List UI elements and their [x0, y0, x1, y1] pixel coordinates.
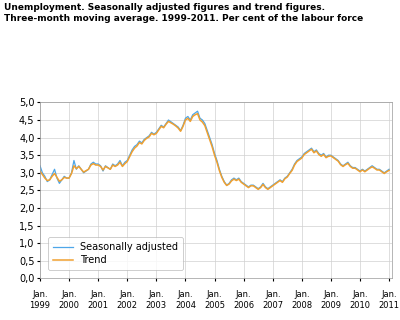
Text: 1999: 1999 [30, 300, 50, 310]
Trend [40, 172, 45, 176]
Seasonally adjusted [387, 167, 392, 171]
Text: Jan.: Jan. [352, 290, 368, 299]
Seasonally adjusted [256, 187, 260, 190]
Text: Jan.: Jan. [294, 290, 310, 299]
Text: Jan.: Jan. [61, 290, 77, 299]
Seasonally adjusted [40, 171, 45, 175]
Text: Unemployment. Seasonally adjusted figures and trend figures.
Three-month moving : Unemployment. Seasonally adjusted figure… [4, 3, 363, 23]
Text: 2000: 2000 [58, 300, 80, 310]
Legend: Seasonally adjusted, Trend: Seasonally adjusted, Trend [48, 237, 183, 270]
Line: Trend: Trend [40, 114, 389, 189]
Trend [38, 169, 42, 173]
Trend [256, 188, 260, 191]
Text: 2001: 2001 [88, 300, 109, 310]
Text: Jan.: Jan. [32, 290, 48, 299]
Seasonally adjusted [367, 165, 372, 169]
Text: 2002: 2002 [117, 300, 138, 310]
Text: Jan.: Jan. [178, 290, 193, 299]
Text: 2006: 2006 [233, 300, 254, 310]
Seasonally adjusted [54, 176, 59, 180]
Text: Jan.: Jan. [90, 290, 106, 299]
Text: 2003: 2003 [146, 300, 167, 310]
Trend [316, 153, 321, 156]
Seasonally adjusted [316, 151, 321, 155]
Text: Jan.: Jan. [148, 290, 164, 299]
Seasonally adjusted [38, 164, 42, 168]
Trend [54, 175, 59, 179]
Seasonally adjusted [195, 109, 200, 113]
Text: Jan.: Jan. [381, 290, 397, 299]
Trend [195, 112, 200, 116]
Text: 2010: 2010 [350, 300, 370, 310]
Trend [241, 182, 246, 186]
Text: 2004: 2004 [175, 300, 196, 310]
Text: Jan.: Jan. [120, 290, 135, 299]
Text: Jan.: Jan. [265, 290, 280, 299]
Trend [307, 149, 312, 153]
Text: Jan.: Jan. [236, 290, 252, 299]
Text: Jan.: Jan. [207, 290, 222, 299]
Trend [387, 168, 392, 172]
Text: 2008: 2008 [291, 300, 312, 310]
Text: 2009: 2009 [320, 300, 342, 310]
Text: Jan.: Jan. [323, 290, 339, 299]
Line: Seasonally adjusted: Seasonally adjusted [40, 111, 389, 188]
Trend [367, 166, 372, 170]
Text: 2011: 2011 [378, 300, 400, 310]
Seasonally adjusted [307, 148, 312, 152]
Text: 2005: 2005 [204, 300, 225, 310]
Seasonally adjusted [241, 181, 246, 185]
Text: 2007: 2007 [262, 300, 283, 310]
